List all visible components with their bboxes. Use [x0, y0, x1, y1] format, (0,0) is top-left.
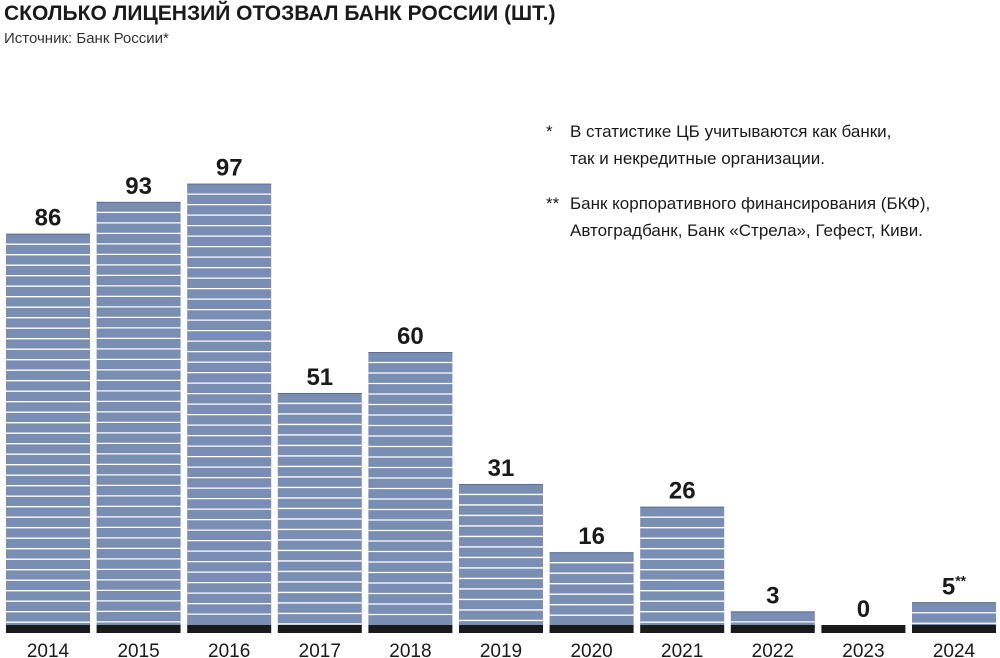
x-tick-label: 2024	[933, 641, 976, 658]
x-tick-label: 2022	[752, 641, 794, 658]
x-tick-label: 2018	[389, 641, 431, 658]
x-tick-label: 2020	[570, 641, 612, 658]
value-label: 26	[669, 478, 696, 505]
value-label: 97	[216, 155, 243, 182]
chart-source: Источник: Банк России*	[4, 30, 169, 47]
bar	[912, 602, 996, 625]
footnote-mark: **	[546, 194, 560, 213]
bar	[640, 506, 725, 625]
footnote-line: Банк корпоративного финансирования (БКФ)…	[570, 194, 931, 213]
bar	[96, 201, 181, 625]
baseline-segment	[549, 625, 634, 633]
value-label: 0	[857, 596, 870, 623]
bar	[6, 233, 90, 625]
bar	[459, 483, 543, 625]
x-tick-label: 2016	[208, 641, 250, 658]
baseline-segment	[912, 625, 996, 633]
baseline-segment	[96, 625, 181, 633]
x-tick-label: 2015	[117, 641, 159, 658]
baseline-segment	[821, 625, 906, 633]
value-label-footnote-mark: **	[955, 572, 966, 588]
value-label: 86	[35, 205, 62, 232]
footnote-line: так и некредитные организации.	[570, 149, 826, 168]
value-label: 31	[488, 455, 515, 482]
value-label: 51	[306, 364, 333, 391]
x-tick-label: 2019	[480, 641, 522, 658]
chart-title: СКОЛЬКО ЛИЦЕНЗИЙ ОТОЗВАЛ БАНК РОССИИ (ШТ…	[4, 2, 556, 25]
footnote-double-asterisk: ** Банк корпоративного финансирования (Б…	[546, 190, 930, 244]
value-label: 93	[125, 173, 152, 200]
x-tick-label: 2014	[27, 641, 70, 658]
baseline-segment	[6, 625, 90, 633]
value-label: 5**	[942, 572, 967, 600]
x-tick-label: 2021	[661, 641, 703, 658]
footnote-single-asterisk: * В статистике ЦБ учитываются как банки,…	[546, 118, 891, 172]
footnote-line: Автоградбанк, Банк «Стрела», Гефест, Кив…	[570, 221, 923, 240]
bar	[549, 552, 634, 625]
baseline-segment	[459, 625, 543, 633]
value-label: 60	[397, 323, 424, 350]
bar	[730, 611, 815, 625]
baseline-segment	[277, 625, 362, 633]
baseline-segment	[368, 625, 453, 633]
x-tick-label: 2023	[842, 641, 884, 658]
x-tick-label: 2017	[299, 641, 341, 658]
footnote-line: В статистике ЦБ учитываются как банки,	[570, 122, 892, 141]
value-label: 16	[578, 523, 605, 550]
footnote-mark: *	[546, 122, 553, 141]
baseline-segment	[187, 625, 272, 633]
baseline-segment	[730, 625, 815, 633]
value-label: 3	[766, 582, 779, 609]
baseline-segment	[640, 625, 725, 633]
